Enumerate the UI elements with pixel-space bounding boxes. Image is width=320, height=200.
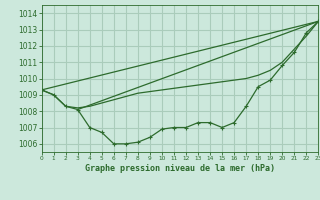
X-axis label: Graphe pression niveau de la mer (hPa): Graphe pression niveau de la mer (hPa): [85, 164, 275, 173]
